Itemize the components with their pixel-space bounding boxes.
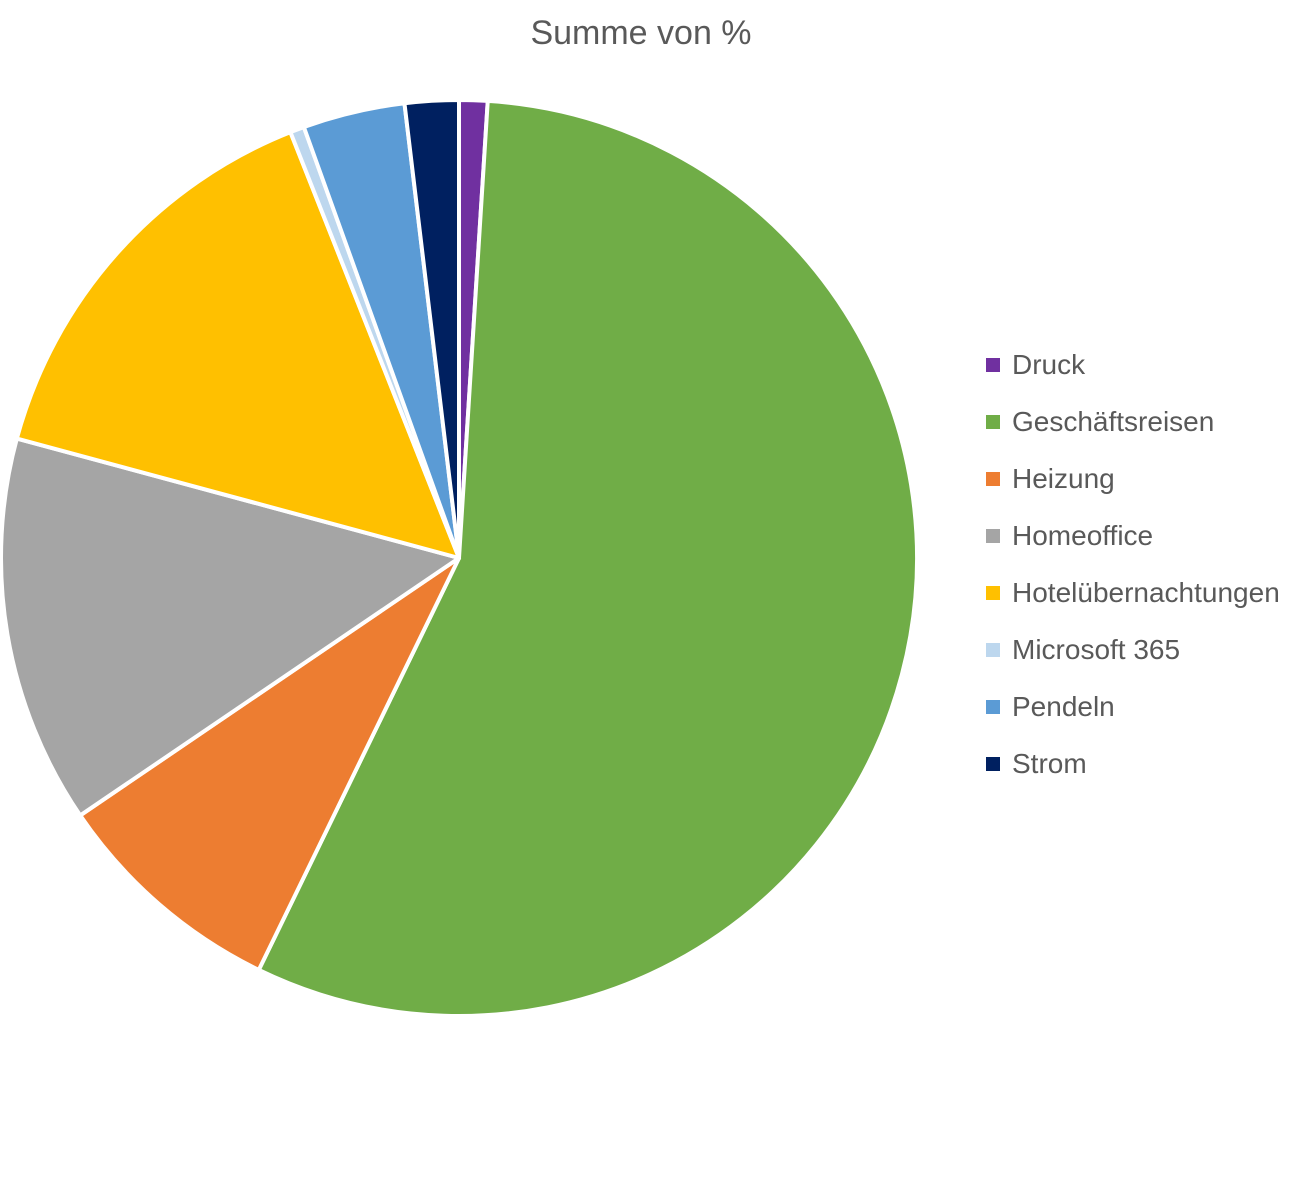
chart-title: Summe von % [530, 14, 752, 52]
legend-label: Microsoft 365 [1012, 633, 1181, 665]
legend-swatch [986, 756, 1000, 771]
legend-item-microsoft-365: Microsoft 365 [986, 621, 1301, 678]
legend-swatch [986, 357, 1000, 372]
legend-item-gesch-ftsreisen: Geschäftsreisen [986, 393, 1301, 450]
legend-label: Pendeln [1012, 690, 1115, 722]
legend-label: Geschäftsreisen [1012, 405, 1215, 437]
pie-slice-heizung [78, 556, 461, 972]
legend-item-heizung: Heizung [986, 450, 1301, 507]
legend-swatch [986, 642, 1000, 657]
pie-slice-homeoffice [0, 436, 461, 818]
pie-slice-strom [402, 98, 461, 560]
pie-slice-hotel-bernachtungen [14, 130, 461, 560]
legend-swatch [986, 585, 1000, 600]
legend-label: Druck [1012, 348, 1086, 380]
legend-label: Strom [1012, 747, 1087, 779]
legend-label: Homeoffice [1012, 519, 1154, 551]
legend-item-pendeln: Pendeln [986, 678, 1301, 735]
legend-item-homeoffice: Homeoffice [986, 507, 1301, 564]
legend-swatch [986, 471, 1000, 486]
legend-item-strom: Strom [986, 735, 1301, 792]
legend-label: Hotelübernachtungen [1012, 576, 1280, 608]
legend-swatch [986, 699, 1000, 714]
legend-label: Heizung [1012, 462, 1115, 494]
legend-swatch [986, 414, 1000, 429]
legend: Druck Geschäftsreisen Heizung Homeoffice Hot… [986, 336, 1301, 792]
legend-swatch [986, 528, 1000, 543]
legend-item-hotel-bernachtungen: Hotelübernachtungen [986, 564, 1301, 621]
legend-item-druck: Druck [986, 336, 1301, 393]
pie-slice-gesch-ftsreisen [256, 98, 919, 1018]
